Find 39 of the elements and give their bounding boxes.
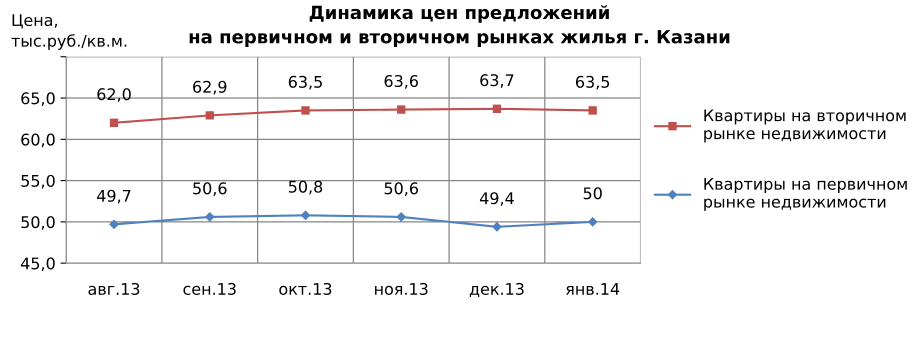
- point: [588, 217, 598, 227]
- x-tick-label: дек.13: [470, 282, 524, 297]
- data-label: 63,6: [384, 74, 418, 89]
- data-label: 63,5: [288, 76, 322, 90]
- data-label: 63,7: [480, 74, 514, 88]
- legend-label: Квартиры на вторичном рынке недвижимости: [704, 110, 906, 142]
- y-tick-label: 45,0: [20, 257, 55, 272]
- x-tick-label: янв.14: [566, 283, 620, 295]
- point: [206, 111, 214, 120]
- legend-label: Квартиры на первичном рынке недвижимости: [704, 178, 907, 211]
- point: [588, 106, 597, 115]
- point: [396, 212, 406, 222]
- point: [492, 222, 502, 232]
- x-tick-label: ноя.13: [375, 282, 428, 295]
- data-label: 62,9: [193, 80, 226, 94]
- x-tick-label: окт.13: [279, 282, 332, 295]
- point: [205, 212, 214, 222]
- data-label: 63,5: [576, 76, 610, 90]
- y-tick-label: 60,0: [21, 134, 55, 148]
- point: [300, 210, 310, 220]
- point: [109, 220, 119, 229]
- x-tick-label: сен.13: [183, 282, 236, 295]
- x-tick-label: авг.13: [88, 282, 140, 295]
- point: [492, 104, 502, 113]
- data-label: 50,6: [193, 182, 227, 196]
- point: [397, 105, 406, 114]
- y-tick-label: 55,0: [21, 174, 55, 189]
- point: [301, 106, 310, 115]
- data-label: 50,6: [384, 182, 418, 196]
- y-axis-title: Цена, тыс.руб./кв.м.: [11, 14, 126, 50]
- data-label: 49,7: [97, 190, 130, 204]
- data-label: 50: [584, 187, 602, 200]
- y-tick-label: 65,0: [21, 92, 55, 106]
- chart-title: Динамика цен предложений на первичном и вторичном рынках жилья г. Казани: [190, 5, 730, 48]
- data-label: 62,0: [97, 88, 131, 102]
- point: [110, 118, 118, 127]
- data-label: 50,8: [288, 180, 322, 194]
- data-label: 49,4: [480, 192, 514, 206]
- y-tick-label: 50,0: [21, 216, 55, 230]
